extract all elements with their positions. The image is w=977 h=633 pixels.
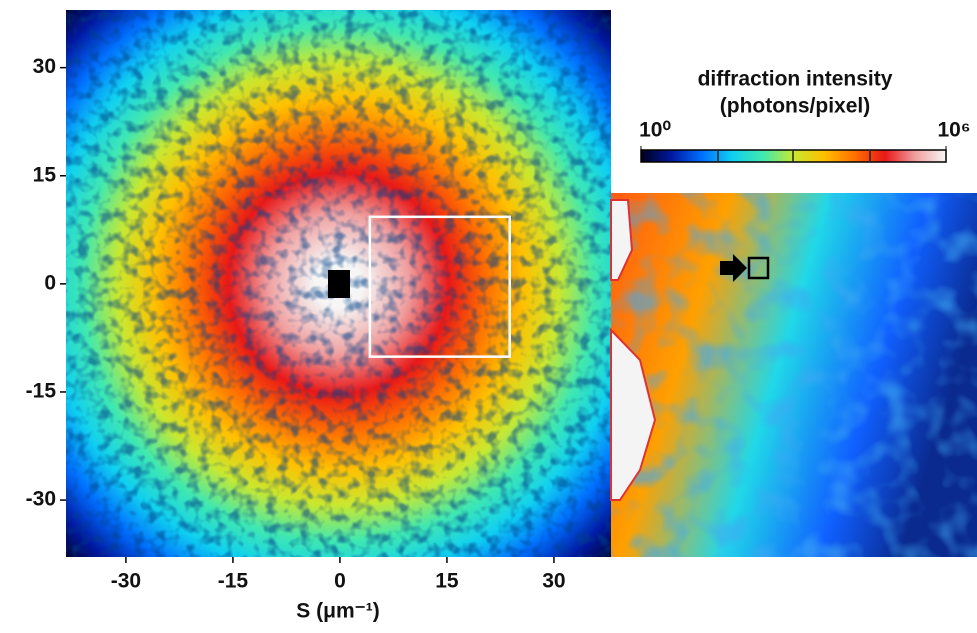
x-axis-label: S (μm⁻¹): [296, 600, 379, 623]
colorbar-title: (photons/pixel): [720, 95, 871, 118]
y-tick-label: 30: [33, 55, 56, 78]
x-tick-label: -30: [111, 570, 141, 593]
bright-region: [610, 199, 634, 281]
colorbar-tick-label: 10⁶: [937, 119, 970, 142]
diffraction-image: [66, 10, 611, 557]
zoom-panel: [610, 193, 977, 557]
y-tick-label: 0: [44, 271, 56, 294]
bright-region: [610, 327, 657, 501]
y-tick-label: -15: [26, 380, 57, 403]
zoom-box: [368, 215, 511, 358]
x-tick-label: 30: [542, 570, 565, 593]
beamstop: [328, 270, 350, 298]
x-tick-label: 0: [334, 570, 346, 593]
colorbar-title: diffraction intensity: [698, 68, 893, 91]
speckle-marker: [747, 256, 770, 280]
zoom-speckle: [611, 193, 977, 557]
colorbar-dividers: [717, 150, 871, 162]
y-tick-label: 15: [33, 163, 57, 186]
colorbar-tick-label: 10⁰: [639, 119, 671, 142]
y-tick-label: -30: [26, 488, 56, 511]
arrow: [720, 254, 747, 282]
x-tick-label: -15: [218, 570, 249, 593]
x-tick-label: 15: [435, 570, 459, 593]
